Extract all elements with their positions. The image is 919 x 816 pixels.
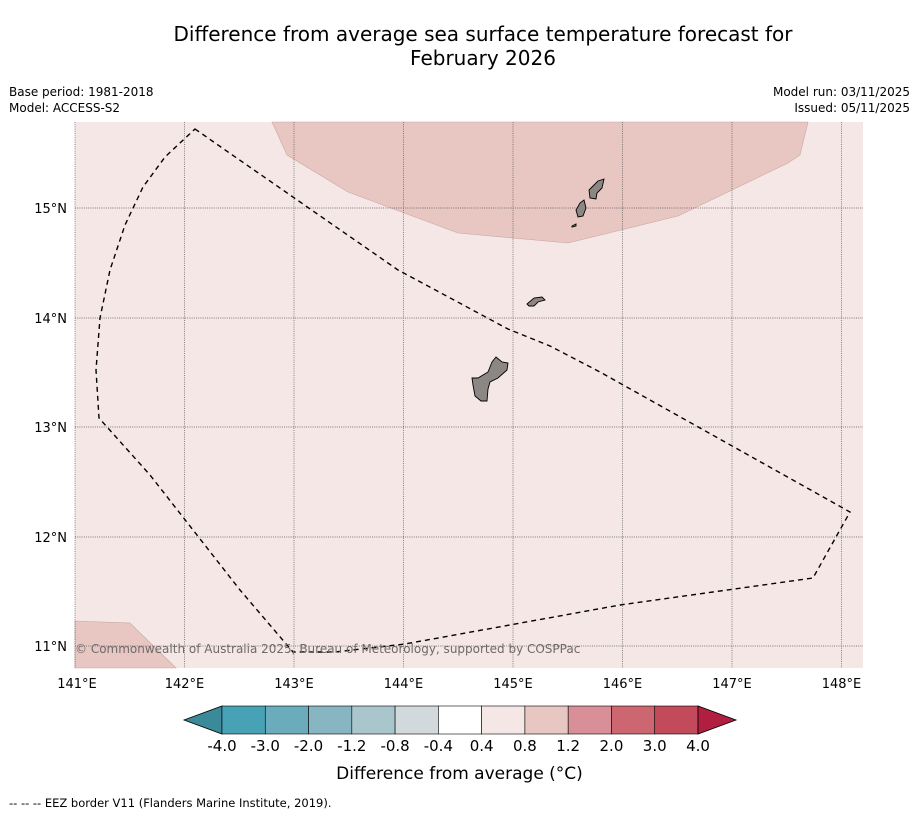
colorbar-tick-label: -0.4	[424, 737, 453, 755]
lat-label-13n: 13°N	[34, 421, 67, 436]
island-guam	[471, 356, 509, 402]
lon-label-143e: 143°E	[274, 677, 314, 692]
colorbar-tick-label: -0.8	[380, 737, 409, 755]
eez-border	[95, 128, 851, 653]
model-run: Model run: 03/11/2025	[772, 85, 910, 99]
map-title: Difference from average sea surface temp…	[0, 22, 919, 70]
island-saipan	[588, 178, 605, 200]
lon-label-142e: 142°E	[165, 677, 205, 692]
colorbar-segment	[524, 705, 569, 735]
lon-label-147e: 147°E	[712, 677, 752, 692]
colorbar-segment	[654, 705, 699, 735]
lon-label-141e: 141°E	[57, 677, 97, 692]
colorbar-segment	[351, 705, 396, 735]
title-line-1: Difference from average sea surface temp…	[173, 22, 793, 46]
latitude-labels: 15°N 14°N 13°N 12°N 11°N	[34, 202, 67, 655]
colorbar: -4.0 -3.0 -2.0 -1.2 -0.8 -0.4 0.4 0.8 1.2 2.0 3.0 4…	[182, 705, 738, 755]
island-tinian	[575, 199, 587, 218]
issued-date: Issued: 05/11/2025	[794, 101, 910, 115]
colorbar-tick-label: 2.0	[600, 737, 624, 755]
base-period: Base period: 1981-2018	[9, 85, 154, 99]
colorbar-tick-label: 4.0	[686, 737, 710, 755]
islands	[471, 178, 605, 402]
colorbar-tick-label: 0.8	[513, 737, 537, 755]
colorbar-segment	[567, 705, 612, 735]
colorbar-over-arrow	[697, 705, 738, 735]
lon-label-148e: 148°E	[822, 677, 862, 692]
colorbar-tick-label: 3.0	[643, 737, 667, 755]
lon-label-144e: 144°E	[384, 677, 424, 692]
warm-anomaly-region-north	[271, 121, 809, 244]
colorbar-tick-label: -3.0	[251, 737, 280, 755]
model-name: Model: ACCESS-S2	[9, 101, 121, 115]
colorbar-segment	[221, 705, 266, 735]
longitude-labels: 141°E 142°E 143°E 144°E 145°E 146°E 147°…	[57, 677, 861, 692]
lon-label-145e: 145°E	[493, 677, 533, 692]
lat-label-12n: 12°N	[34, 531, 67, 546]
colorbar-tick-label: -1.2	[337, 737, 366, 755]
colorbar-segment	[611, 705, 656, 735]
colorbar-tick-label: 1.2	[556, 737, 580, 755]
colorbar-tick-label: -4.0	[207, 737, 236, 755]
colorbar-label: Difference from average (°C)	[336, 764, 583, 784]
colorbar-under-arrow	[182, 705, 223, 735]
colorbar-segment	[264, 705, 309, 735]
lat-label-11n: 11°N	[34, 640, 67, 655]
colorbar-tick-label: -2.0	[294, 737, 323, 755]
graticule	[74, 122, 863, 668]
title-line-2: February 2026	[410, 46, 556, 70]
island-aguijan	[571, 223, 577, 228]
lon-label-146e: 146°E	[603, 677, 643, 692]
lat-label-14n: 14°N	[34, 312, 67, 327]
metadata-right: Model run: 03/11/2025 Issued: 05/11/2025	[773, 84, 910, 116]
lat-label-15n: 15°N	[34, 202, 67, 217]
metadata-left: Base period: 1981-2018 Model: ACCESS-S2	[9, 84, 154, 116]
colorbar-tick-label: 0.4	[470, 737, 494, 755]
colorbar-segment	[481, 705, 526, 735]
colorbar-segment	[308, 705, 353, 735]
island-rota	[526, 296, 546, 307]
colorbar-segment	[394, 705, 439, 735]
colorbar-segment	[438, 705, 482, 735]
copyright-notice: © Commonwealth of Australia 2025, Bureau…	[75, 642, 580, 656]
eez-footnote: -- -- -- EEZ border V11 (Flanders Marine…	[9, 796, 332, 810]
